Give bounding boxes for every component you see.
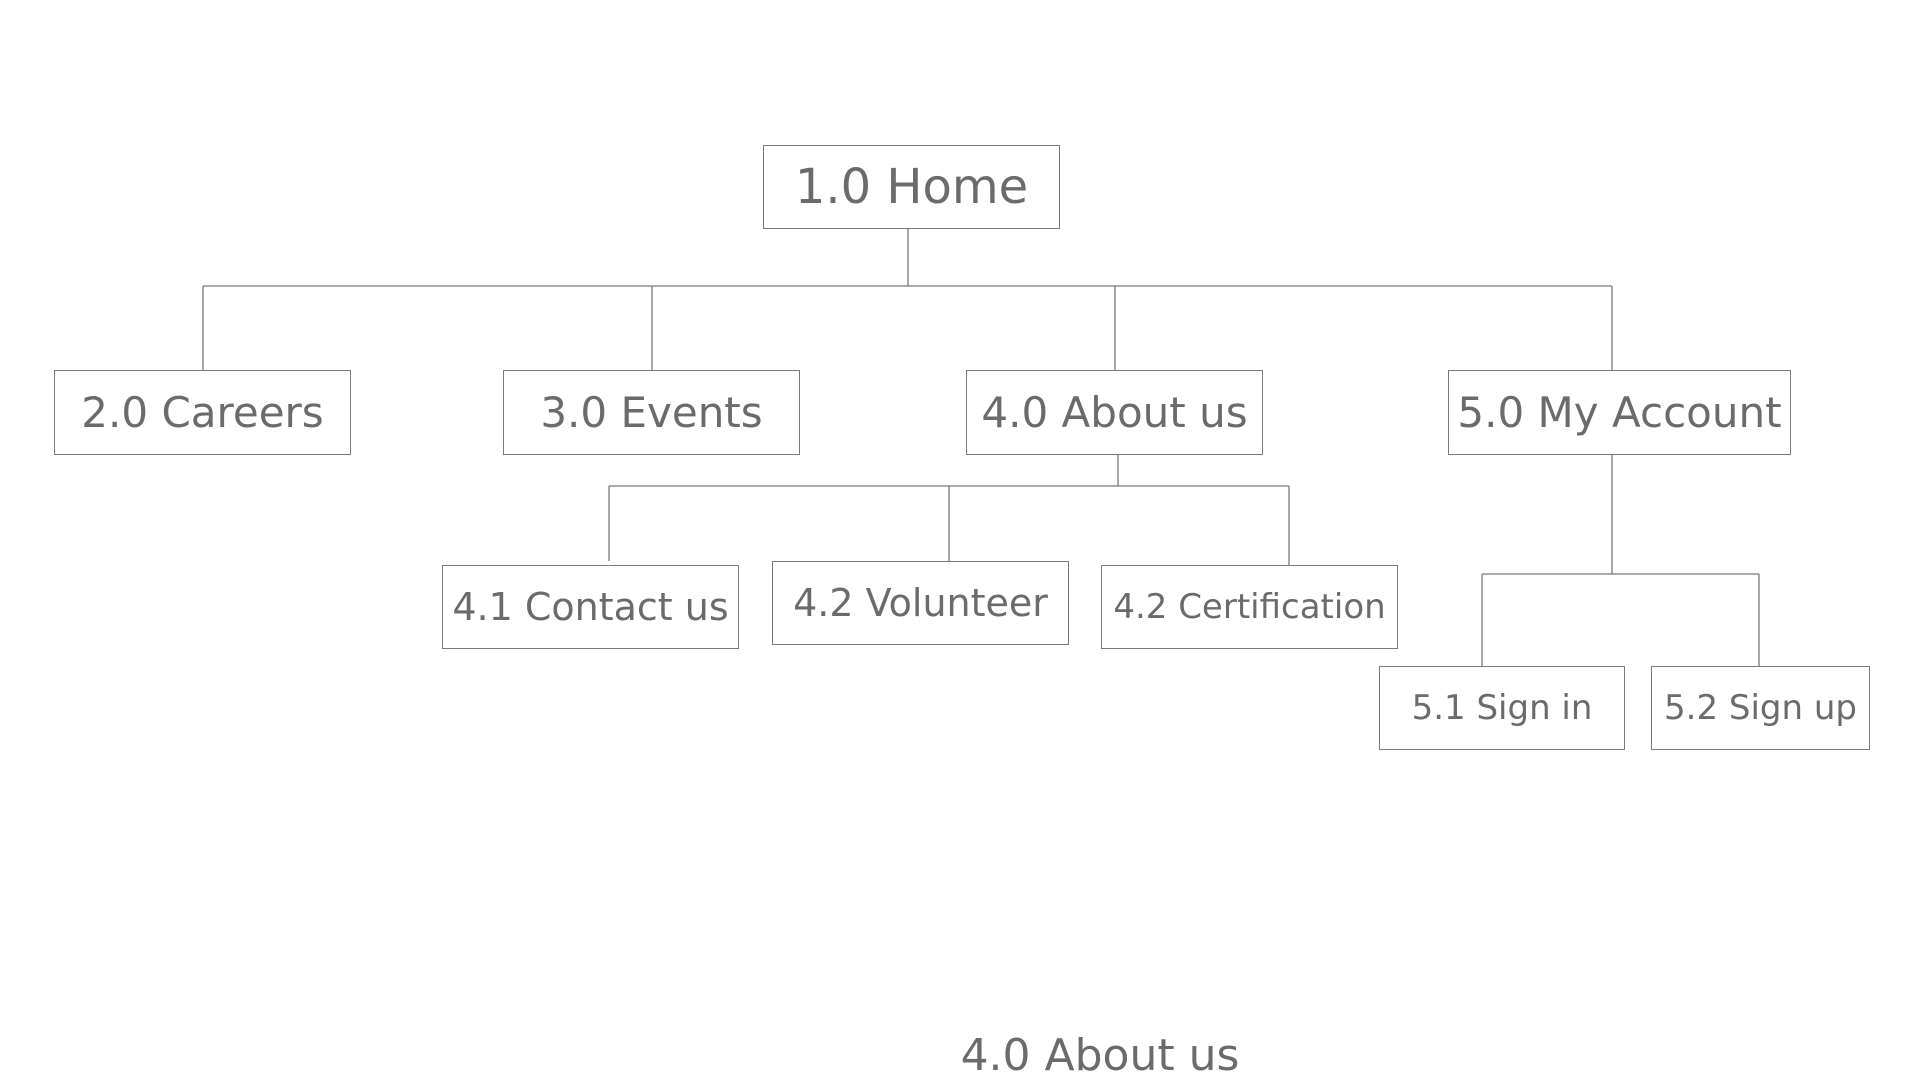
- node-about-us[interactable]: 4.0 About us: [966, 370, 1263, 455]
- bottom-caption: 4.0 About us: [960, 1030, 1240, 1080]
- node-careers-label: 2.0 Careers: [81, 388, 324, 437]
- node-my-account[interactable]: 5.0 My Account: [1448, 370, 1791, 455]
- node-volunteer[interactable]: 4.2 Volunteer: [772, 561, 1069, 645]
- node-home-label: 1.0 Home: [794, 159, 1029, 215]
- node-my-account-label: 5.0 My Account: [1457, 388, 1782, 437]
- node-careers[interactable]: 2.0 Careers: [54, 370, 351, 455]
- node-sign-in-label: 5.1 Sign in: [1411, 688, 1593, 728]
- node-events-label: 3.0 Events: [540, 388, 763, 437]
- node-sign-up-label: 5.2 Sign up: [1664, 688, 1857, 728]
- node-events[interactable]: 3.0 Events: [503, 370, 800, 455]
- node-volunteer-label: 4.2 Volunteer: [793, 581, 1048, 625]
- node-sign-up[interactable]: 5.2 Sign up: [1651, 666, 1870, 750]
- node-contact-us[interactable]: 4.1 Contact us: [442, 565, 739, 649]
- node-sign-in[interactable]: 5.1 Sign in: [1379, 666, 1625, 750]
- node-about-us-label: 4.0 About us: [981, 388, 1248, 437]
- node-home[interactable]: 1.0 Home: [763, 145, 1060, 229]
- node-certification[interactable]: 4.2 Certification: [1101, 565, 1398, 649]
- node-contact-us-label: 4.1 Contact us: [452, 585, 729, 629]
- node-certification-label: 4.2 Certification: [1113, 587, 1386, 627]
